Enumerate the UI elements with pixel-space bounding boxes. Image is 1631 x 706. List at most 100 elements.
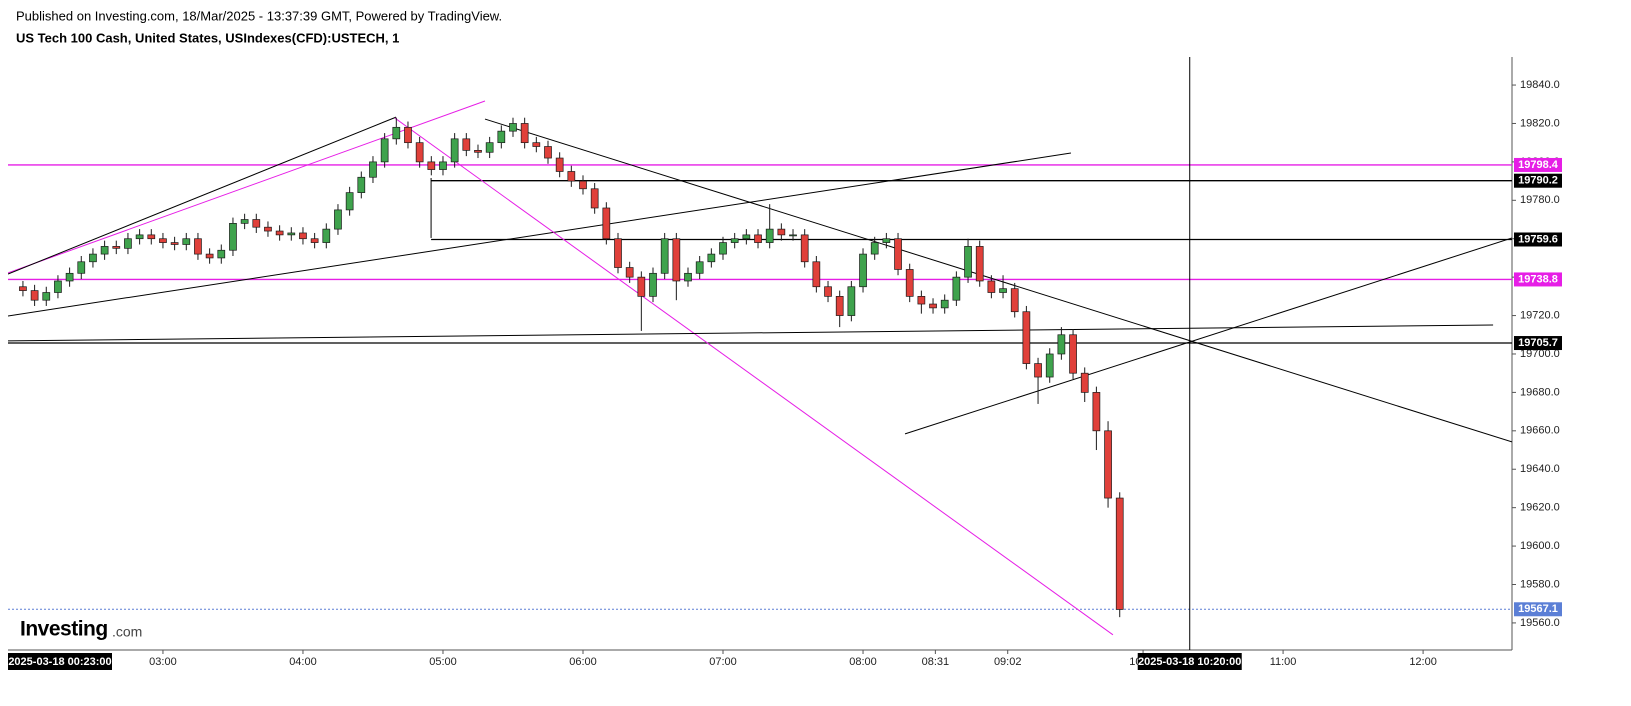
candle-body — [287, 232, 296, 236]
level-label: 19798.4 — [1518, 159, 1559, 171]
trendline — [394, 117, 1114, 636]
candle-body — [940, 299, 949, 309]
candle-body — [182, 238, 191, 245]
candle-body — [112, 246, 121, 249]
candle-body — [19, 286, 27, 291]
level-label-box — [1514, 157, 1562, 172]
crosshair-label: 2025-03-18 10:20:00 — [1138, 656, 1241, 668]
level-label: 19567.1 — [1518, 603, 1558, 615]
candle-body — [100, 246, 109, 255]
trendline — [8, 152, 1072, 317]
y-tick-label: 19600.0 — [1520, 540, 1560, 552]
candle-body — [555, 157, 564, 172]
candle-body — [217, 249, 226, 259]
candle-body — [754, 234, 762, 243]
start-label-box — [8, 653, 112, 670]
candle-body — [439, 161, 447, 170]
start-label: 2025-03-18 00:23:00 — [8, 656, 111, 668]
candle-body — [929, 303, 937, 309]
x-tick-label: 11:00 — [1270, 656, 1297, 668]
candle-body — [264, 226, 272, 232]
candle-body — [1080, 372, 1089, 393]
candle-body — [1069, 334, 1077, 374]
candle-body — [334, 209, 342, 230]
plot-area — [8, 57, 1512, 650]
candle-body — [170, 242, 179, 245]
trendline — [8, 324, 1494, 342]
candle-body — [89, 253, 97, 263]
trendline — [8, 116, 397, 275]
candle-body — [684, 272, 692, 282]
crosshair-label-box — [1137, 653, 1242, 670]
candle-body — [660, 238, 669, 274]
candle-body — [345, 192, 354, 211]
y-tick-label: 19560.0 — [1520, 617, 1560, 629]
candle-body — [1010, 288, 1019, 313]
candle-body — [859, 253, 867, 288]
candle-body — [77, 261, 86, 274]
candle-body — [380, 138, 389, 163]
candle-body — [672, 238, 681, 282]
candle-body — [252, 219, 261, 228]
axes: 19560.0 19580.0 19600.0 19620.0 19640.0 19660… — [8, 79, 1562, 670]
candle-body — [777, 228, 786, 236]
candle-body — [952, 276, 961, 301]
candle-body — [194, 238, 202, 255]
candle-body — [159, 238, 167, 243]
candle-body — [1057, 334, 1066, 355]
candle-body — [450, 138, 459, 163]
candle-body — [824, 286, 832, 297]
candle-body — [1034, 363, 1042, 378]
candle-body — [602, 207, 611, 240]
x-tick-label: 07:00 — [709, 656, 737, 668]
level-label-box — [1514, 173, 1562, 188]
candle-body — [579, 180, 587, 190]
candle-body — [124, 238, 132, 249]
candle-body — [614, 238, 622, 268]
y-tick-label: 19640.0 — [1520, 463, 1560, 475]
candle-body — [54, 280, 62, 293]
candle-body — [964, 246, 972, 278]
candle-body — [42, 292, 51, 301]
trendline — [484, 118, 1512, 443]
level-label: 19790.2 — [1518, 175, 1558, 187]
x-tick-label: 09:02 — [994, 656, 1022, 668]
candle-body — [649, 272, 657, 297]
candle-body — [30, 290, 39, 301]
candle-body — [369, 161, 377, 178]
y-tick-label: 19580.0 — [1520, 578, 1560, 590]
candle-body — [474, 150, 482, 153]
level-label-box — [1514, 272, 1562, 287]
y-tick-label: 19780.0 — [1520, 194, 1560, 206]
candle-body — [462, 138, 471, 151]
candle-body — [65, 272, 74, 282]
y-tick-label: 19680.0 — [1520, 386, 1560, 398]
candle-body — [917, 296, 926, 305]
candle-body — [695, 261, 704, 274]
candle-body — [299, 232, 307, 240]
candle-body — [229, 223, 237, 251]
candle-body — [240, 219, 249, 224]
candle-body — [392, 126, 401, 140]
candle-body — [567, 171, 576, 182]
candle-body — [800, 234, 809, 263]
candle-body — [520, 123, 529, 144]
candle-body — [485, 142, 494, 153]
candle-body — [275, 230, 284, 236]
logo-brand: Investing — [20, 618, 108, 641]
candle-body — [1045, 353, 1054, 378]
candle-body — [310, 238, 319, 243]
candle-body — [975, 246, 984, 282]
candle-body — [905, 269, 914, 297]
candle-body — [870, 242, 879, 255]
y-tick-label: 19700.0 — [1520, 348, 1560, 360]
level-label-box — [1514, 336, 1562, 351]
y-tick-label: 19820.0 — [1520, 117, 1560, 129]
x-tick-label: 04:00 — [289, 656, 317, 668]
candle-body — [707, 253, 716, 263]
candle-body — [1022, 311, 1031, 364]
candle-body — [812, 261, 821, 288]
candle-body — [637, 276, 646, 297]
candle-body — [789, 234, 797, 237]
